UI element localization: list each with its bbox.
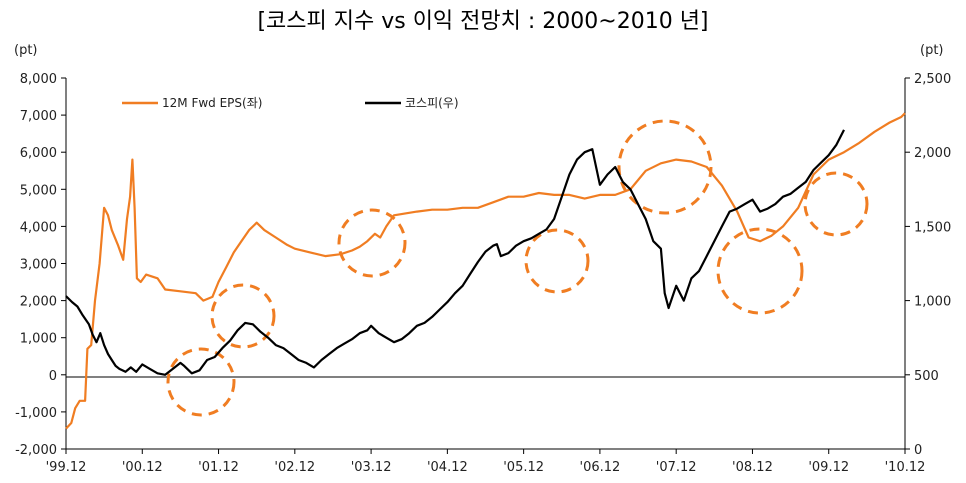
right-tick-label: 0 [914, 443, 922, 458]
x-tick-label: '04.12 [427, 460, 468, 475]
annotation-circle [617, 119, 713, 215]
annotation-circle [524, 228, 590, 294]
annotation-circles [166, 119, 869, 417]
left-tick-label: 8,000 [20, 72, 57, 87]
chart-title: [코스피 지수 vs 이익 전망치 : 2000~2010 년] [257, 9, 708, 34]
legend-eps-label: 12M Fwd EPS(좌) [162, 96, 262, 110]
x-tick-label: '08.12 [732, 460, 773, 475]
x-tick-label: '05.12 [503, 460, 544, 475]
left-tick-label: 5,000 [20, 183, 57, 198]
right-tick-label: 1,000 [914, 295, 951, 310]
x-tick-label: '01.12 [198, 460, 239, 475]
right-tick-label: 2,000 [914, 146, 951, 161]
left-tick-label: -2,000 [15, 443, 57, 458]
left-tick-label: 3,000 [20, 258, 57, 273]
x-tick-label: '06.12 [580, 460, 621, 475]
left-axis-unit: (pt) [14, 43, 38, 58]
right-tick-label: 1,500 [914, 220, 951, 235]
x-tick-label: '03.12 [351, 460, 392, 475]
x-tick-label: '09.12 [808, 460, 849, 475]
series-kospi-line [65, 129, 845, 376]
annotation-circle [716, 227, 804, 315]
left-tick-label: 7,000 [20, 109, 57, 124]
left-axis: -2,000 -1,000 0 1,000 2,000 3,000 4,000 5,000 6,… [15, 72, 66, 458]
annotation-circle [803, 171, 869, 237]
right-tick-label: 500 [914, 369, 939, 384]
right-axis: 0 500 1,000 1,500 2,000 2,500 [905, 72, 951, 458]
series-eps-line [65, 112, 906, 430]
annotation-circle [337, 208, 407, 278]
right-tick-label: 2,500 [914, 72, 951, 87]
left-tick-label: 0 [49, 369, 57, 384]
x-tick-label: '00.12 [122, 460, 163, 475]
left-tick-label: 2,000 [20, 295, 57, 310]
left-tick-label: 1,000 [20, 332, 57, 347]
legend-kospi-label: 코스피(우) [405, 96, 459, 110]
x-tick-label: '10.12 [885, 460, 926, 475]
x-axis: '99.12 '00.12 '01.12 '02.12 '03.12 '04.12 '05.… [46, 449, 926, 475]
x-tick-label: '07.12 [656, 460, 697, 475]
annotation-circle [210, 283, 276, 349]
x-tick-label: '99.12 [46, 460, 87, 475]
left-tick-label: -1,000 [15, 406, 57, 421]
x-tick-label: '02.12 [274, 460, 315, 475]
legend: 12M Fwd EPS(좌) 코스피(우) [122, 96, 459, 110]
left-tick-label: 6,000 [20, 146, 57, 161]
right-axis-unit: (pt) [920, 43, 944, 58]
left-tick-label: 4,000 [20, 220, 57, 235]
annotation-circle [166, 347, 236, 417]
